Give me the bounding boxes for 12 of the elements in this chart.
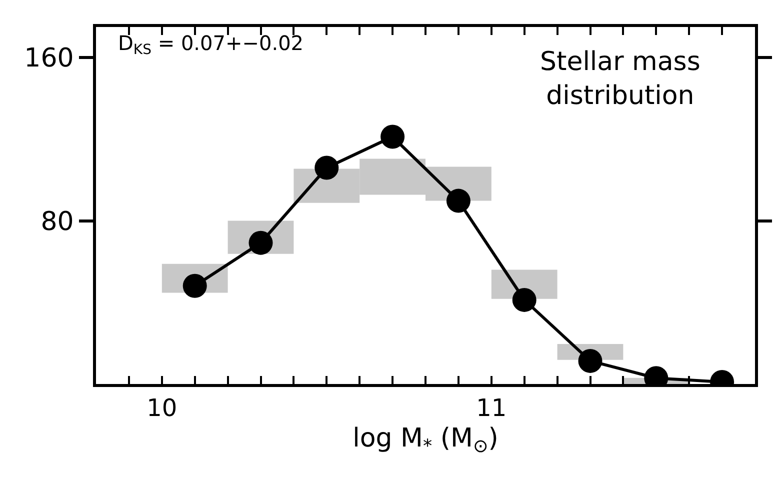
annotation: D$_{KS}$ = 0.07+−0.02 xyxy=(118,31,304,58)
point xyxy=(446,188,470,213)
y-tick-label: 160 xyxy=(24,44,74,74)
x-tick-label: 10 xyxy=(146,394,178,422)
point xyxy=(314,156,339,180)
y-tick-label: 80 xyxy=(40,206,74,237)
x-axis-title: log M$_{*}$ (M$_{⊙}$) xyxy=(352,424,498,457)
point xyxy=(578,348,602,373)
x-tick-label: 11 xyxy=(476,394,507,422)
annotation: Stellar mass distribution xyxy=(540,47,700,111)
point xyxy=(380,124,405,149)
point xyxy=(512,288,536,312)
